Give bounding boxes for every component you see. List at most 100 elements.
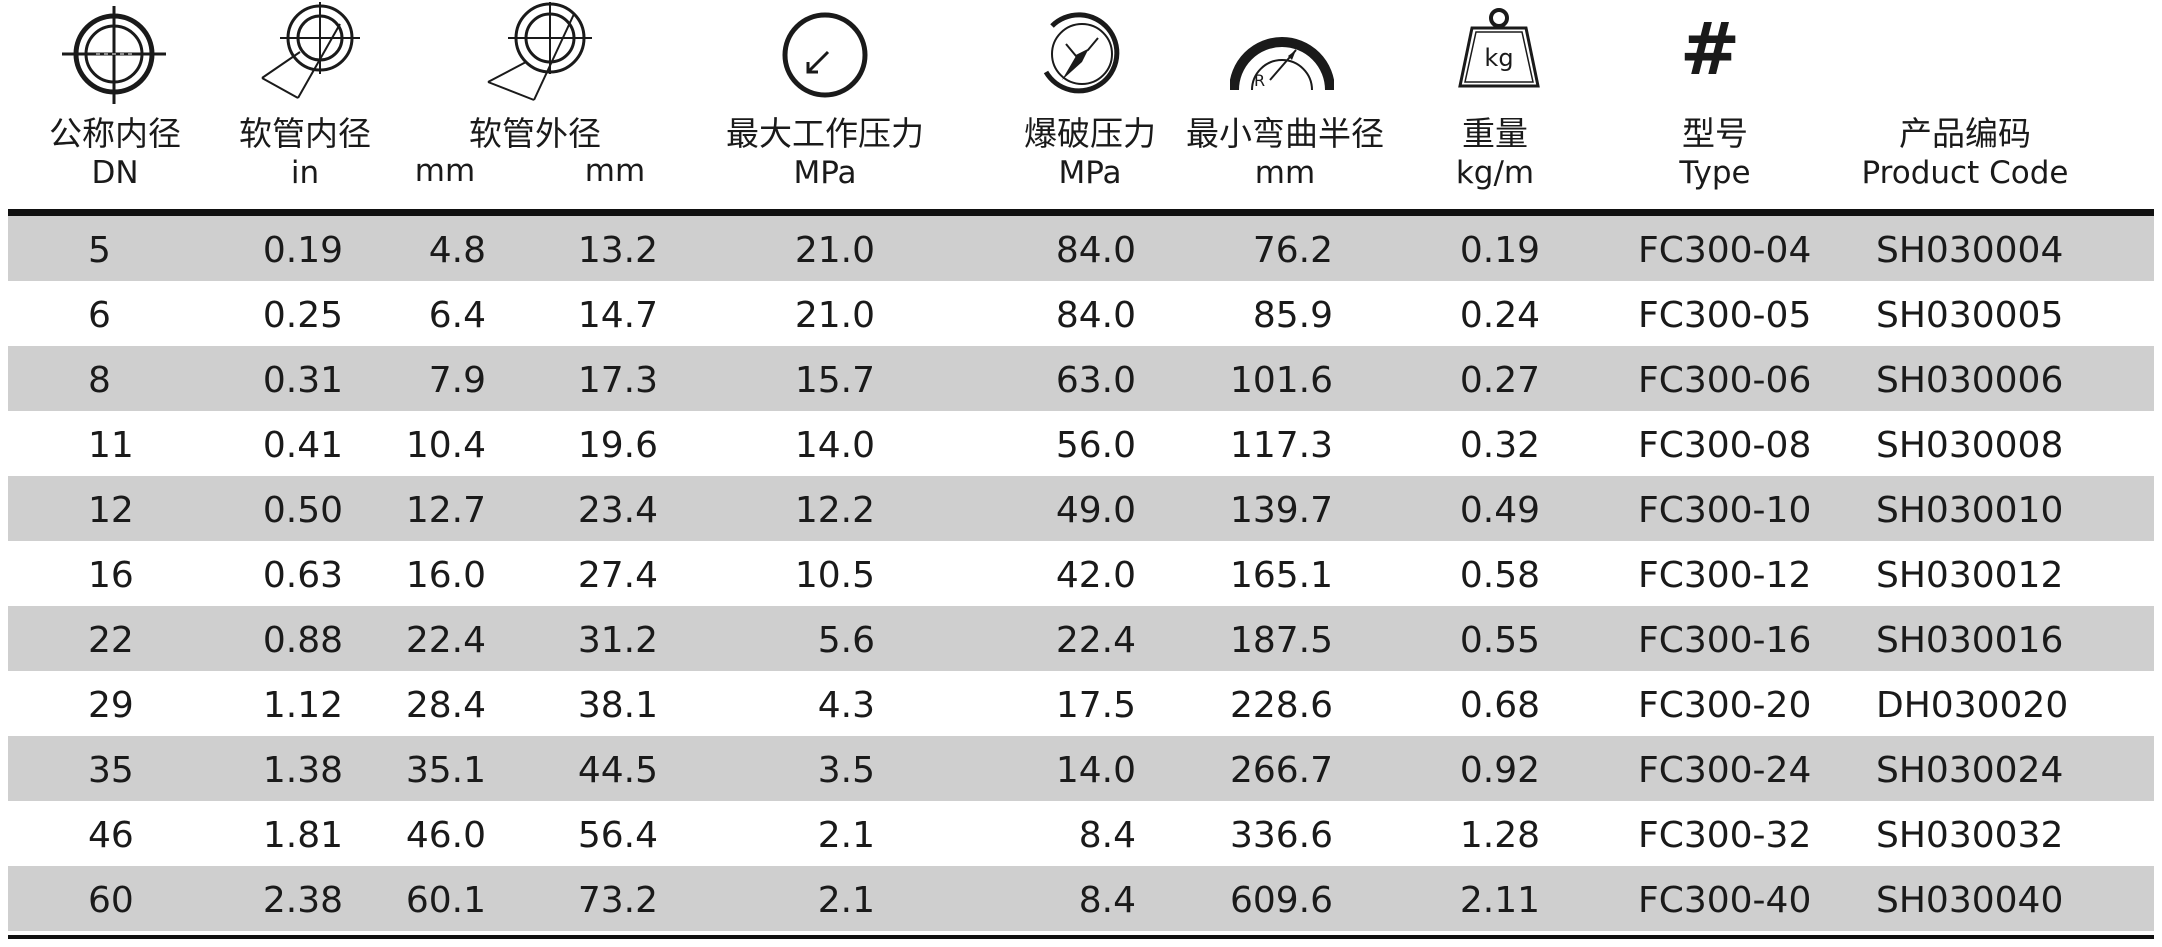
outer-diameter-icon <box>487 2 592 101</box>
header-hose-id-zh: 软管内径 <box>239 114 371 153</box>
cell-dn: 6 <box>88 295 111 336</box>
cell-in: 1.38 <box>262 750 343 791</box>
cell-type: FC300-20 <box>1638 685 1812 726</box>
cell-mm: 6.4 <box>428 295 486 336</box>
cell-burst: 17.5 <box>1055 685 1136 726</box>
cell-kg: 0.19 <box>1459 230 1540 271</box>
cell-kg: 0.92 <box>1459 750 1540 791</box>
cell-bend: 165.1 <box>1229 555 1333 596</box>
cell-in: 2.38 <box>262 880 343 921</box>
cell-in: 0.19 <box>262 230 343 271</box>
bend-radius-icon: R <box>1230 37 1334 91</box>
cell-in: 0.31 <box>262 360 343 401</box>
table-row: 16 0.63 16.0 27.4 10.5 42.0 165.1 0.58 FC300-12 S… <box>8 541 2154 606</box>
cell-mm: 28.4 <box>405 685 486 726</box>
header-code: 产品编码 Product Code <box>1835 114 2095 192</box>
cell-bend: 228.6 <box>1229 685 1333 726</box>
cell-burst: 84.0 <box>1055 295 1136 336</box>
cell-bend: 266.7 <box>1229 750 1333 791</box>
cell-wp: 2.1 <box>817 880 875 921</box>
table-row: 46 1.81 46.0 56.4 2.1 8.4 336.6 1.28 FC300-32 SH0… <box>8 801 2154 866</box>
cell-type: FC300-12 <box>1638 555 1812 596</box>
table-body: 5 0.19 4.8 13.2 21.0 84.0 76.2 0.19 FC300-04 SH03… <box>8 216 2154 931</box>
cell-kg: 2.11 <box>1459 880 1540 921</box>
cell-dn: 5 <box>88 230 111 271</box>
cell-in: 1.81 <box>262 815 343 856</box>
cell-mm: 22.4 <box>405 620 486 661</box>
cell-burst: 56.0 <box>1055 425 1136 466</box>
header-weight-unit: kg/m <box>1455 155 1535 191</box>
bottom-rule <box>8 935 2154 939</box>
cell-kg: 0.58 <box>1459 555 1540 596</box>
header-dn-unit: DN <box>91 155 139 191</box>
cell-bend: 139.7 <box>1229 490 1333 531</box>
cell-type: FC300-06 <box>1638 360 1812 401</box>
cell-code: SH030024 <box>1876 750 2064 791</box>
cell-burst: 49.0 <box>1055 490 1136 531</box>
cell-burst: 22.4 <box>1055 620 1136 661</box>
cell-od: 31.2 <box>577 620 658 661</box>
header-hose-id-unit-in: in <box>290 155 320 191</box>
cell-code: DH030020 <box>1876 685 2069 726</box>
cell-code: SH030004 <box>1876 230 2064 271</box>
cell-code: SH030005 <box>1876 295 2064 336</box>
cell-kg: 0.55 <box>1459 620 1540 661</box>
header-dn-zh: 公称内径 <box>49 114 181 153</box>
cell-mm: 10.4 <box>405 425 486 466</box>
table-row: 5 0.19 4.8 13.2 21.0 84.0 76.2 0.19 FC300-04 SH03… <box>8 216 2154 281</box>
cell-dn: 12 <box>88 490 134 531</box>
cell-kg: 1.28 <box>1459 815 1540 856</box>
header-weight-zh: 重量 <box>1462 114 1528 153</box>
cell-od: 44.5 <box>577 750 658 791</box>
header-code-en: Product Code <box>1861 155 2069 191</box>
cell-od: 73.2 <box>577 880 658 921</box>
cell-bend: 336.6 <box>1229 815 1333 856</box>
table-row: 35 1.38 35.1 44.5 3.5 14.0 266.7 0.92 FC300-24 SH… <box>8 736 2154 801</box>
header-max-wp: 最大工作压力 MPa <box>700 114 950 192</box>
cell-kg: 0.24 <box>1459 295 1540 336</box>
cell-code: SH030008 <box>1876 425 2064 466</box>
cell-code: SH030010 <box>1876 490 2064 531</box>
cell-burst: 8.4 <box>1078 880 1136 921</box>
pressure-gauge-icon <box>782 12 868 98</box>
header-burst-unit: MPa <box>1058 155 1122 191</box>
cell-type: FC300-24 <box>1638 750 1812 791</box>
cell-in: 0.63 <box>262 555 343 596</box>
cell-dn: 8 <box>88 360 111 401</box>
cell-od: 17.3 <box>577 360 658 401</box>
cell-dn: 35 <box>88 750 134 791</box>
cell-wp: 2.1 <box>817 815 875 856</box>
header-hose-id: 软管内径 in <box>225 114 385 192</box>
header-bend: 最小弯曲半径 mm <box>1170 114 1400 192</box>
table-row: 22 0.88 22.4 31.2 5.6 22.4 187.5 0.55 FC300-16 SH… <box>8 606 2154 671</box>
cell-od: 27.4 <box>577 555 658 596</box>
cell-in: 0.88 <box>262 620 343 661</box>
table-row: 29 1.12 28.4 38.1 4.3 17.5 228.6 0.68 FC300-20 DH… <box>8 671 2154 736</box>
cell-kg: 0.49 <box>1459 490 1540 531</box>
cell-type: FC300-04 <box>1638 230 1812 271</box>
table-row: 12 0.50 12.7 23.4 12.2 49.0 139.7 0.49 FC300-10 S… <box>8 476 2154 541</box>
cell-code: SH030032 <box>1876 815 2064 856</box>
cell-bend: 101.6 <box>1229 360 1333 401</box>
cell-dn: 29 <box>88 685 134 726</box>
header-type-zh: 型号 <box>1682 114 1748 153</box>
cell-burst: 84.0 <box>1055 230 1136 271</box>
cell-kg: 0.32 <box>1459 425 1540 466</box>
cell-burst: 8.4 <box>1078 815 1136 856</box>
header-type-en: Type <box>1679 155 1751 191</box>
inner-diameter-icon <box>261 2 360 99</box>
cell-wp: 5.6 <box>817 620 875 661</box>
hash-glyph: # <box>1680 14 1740 80</box>
crosshair-circle-icon <box>62 6 166 104</box>
header-hose-od-unit-mm: mm <box>584 153 646 189</box>
cell-wp: 14.0 <box>794 425 875 466</box>
header-burst: 爆破压力 MPa <box>1000 114 1180 192</box>
header-hose-id-mm: mm <box>405 152 485 190</box>
header-code-zh: 产品编码 <box>1899 114 2031 153</box>
cell-burst: 42.0 <box>1055 555 1136 596</box>
cell-bend: 609.6 <box>1229 880 1333 921</box>
cell-bend: 187.5 <box>1229 620 1333 661</box>
cell-wp: 15.7 <box>794 360 875 401</box>
header-burst-zh: 爆破压力 <box>1024 114 1156 153</box>
header-weight: 重量 kg/m <box>1420 114 1570 192</box>
